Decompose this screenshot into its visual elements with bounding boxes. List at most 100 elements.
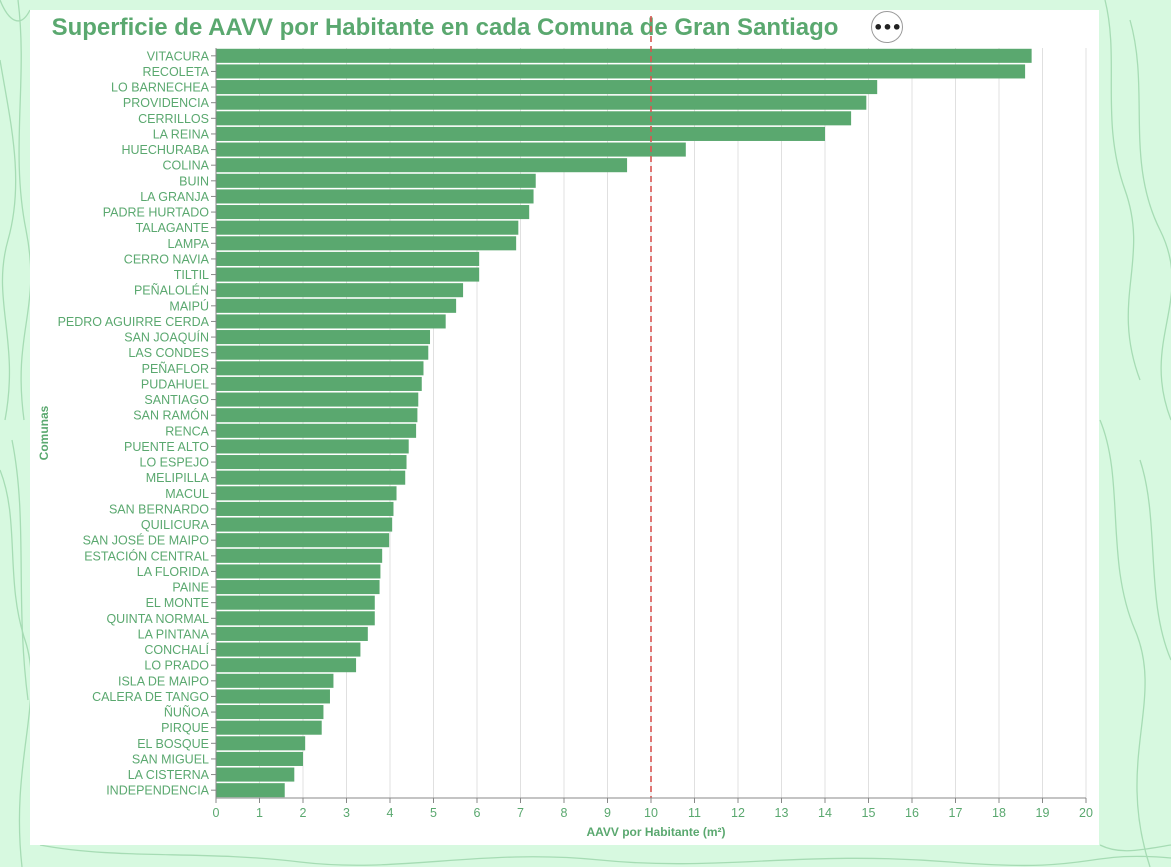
bar[interactable] — [216, 455, 407, 470]
y-tick-label: MELIPILLA — [146, 471, 210, 485]
bar[interactable] — [216, 298, 457, 313]
bar[interactable] — [216, 611, 375, 626]
x-axis: 0 1 2 3 4 5 6 7 8 9 10 11 12 13 14 15 16 17 18 19 20 — [213, 797, 1093, 820]
x-tick-label: 19 — [1036, 806, 1050, 820]
bar[interactable] — [216, 173, 536, 188]
bar[interactable] — [216, 705, 324, 720]
bar[interactable] — [216, 673, 334, 688]
y-tick-label: TALAGANTE — [136, 221, 209, 235]
bar[interactable] — [216, 548, 383, 563]
y-tick-label: PROVIDENCIA — [123, 96, 210, 110]
x-tick-label: 20 — [1079, 806, 1093, 820]
x-tick-label: 0 — [213, 806, 220, 820]
bar[interactable] — [216, 80, 878, 95]
x-tick-label: 4 — [387, 806, 394, 820]
y-tick-label: PAINE — [172, 581, 209, 595]
x-tick-label: 10 — [644, 806, 658, 820]
bar[interactable] — [216, 533, 390, 548]
y-tick-label: QUINTA NORMAL — [106, 612, 209, 626]
bar[interactable] — [216, 95, 867, 110]
y-tick-label: SAN RAMÓN — [133, 408, 209, 423]
bar-chart: Superficie de AAVV por Habitante en cada… — [37, 14, 1093, 839]
y-tick-label: CALERA DE TANGO — [92, 690, 209, 704]
bar[interactable] — [216, 423, 417, 438]
bar[interactable] — [216, 626, 368, 641]
bar[interactable] — [216, 314, 446, 329]
y-tick-label: COLINA — [162, 159, 209, 173]
bar[interactable] — [216, 564, 381, 579]
y-tick-label: RECOLETA — [143, 65, 210, 79]
bar[interactable] — [216, 501, 394, 516]
y-tick-label: LO PRADO — [144, 659, 209, 673]
bar[interactable] — [216, 580, 380, 595]
bar[interactable] — [216, 189, 534, 204]
y-tick-label: LA REINA — [153, 127, 210, 141]
bar[interactable] — [216, 48, 1032, 63]
bar[interactable] — [216, 736, 306, 751]
bar[interactable] — [216, 64, 1026, 79]
y-tick-label: ISLA DE MAIPO — [118, 674, 209, 688]
bar[interactable] — [216, 439, 409, 454]
x-tick-label: 16 — [905, 806, 919, 820]
bar[interactable] — [216, 767, 295, 782]
bar[interactable] — [216, 751, 303, 766]
y-tick-label: CERRO NAVIA — [124, 252, 210, 266]
y-tick-label: ESTACIÓN CENTRAL — [84, 548, 209, 563]
y-tick-label: SAN BERNARDO — [109, 502, 209, 516]
x-tick-label: 3 — [343, 806, 350, 820]
x-tick-label: 15 — [862, 806, 876, 820]
x-tick-label: 14 — [818, 806, 832, 820]
y-tick-label: PIRQUE — [161, 721, 209, 735]
y-tick-label: SAN JOAQUÍN — [124, 330, 209, 345]
bar[interactable] — [216, 111, 852, 126]
bar[interactable] — [216, 595, 375, 610]
bar[interactable] — [216, 126, 825, 141]
x-tick-label: 13 — [775, 806, 789, 820]
x-tick-label: 7 — [517, 806, 524, 820]
bar[interactable] — [216, 470, 406, 485]
x-tick-label: 12 — [731, 806, 745, 820]
bar[interactable] — [216, 330, 431, 345]
bar[interactable] — [216, 642, 361, 657]
bar[interactable] — [216, 392, 419, 407]
bar[interactable] — [216, 486, 397, 501]
bar[interactable] — [216, 345, 429, 360]
bar[interactable] — [216, 361, 424, 376]
y-tick-label: QUILICURA — [141, 518, 210, 532]
bar[interactable] — [216, 158, 628, 173]
bar[interactable] — [216, 720, 322, 735]
more-options-button[interactable]: ••• — [871, 11, 903, 43]
bar[interactable] — [216, 376, 422, 391]
bar[interactable] — [216, 517, 393, 532]
x-tick-label: 17 — [949, 806, 963, 820]
chart-title: Superficie de AAVV por Habitante en cada… — [52, 14, 839, 41]
bar[interactable] — [216, 205, 530, 220]
bar[interactable] — [216, 689, 330, 704]
bar[interactable] — [216, 142, 686, 157]
bar[interactable] — [216, 236, 517, 251]
y-tick-label: LAMPA — [168, 237, 210, 251]
bar[interactable] — [216, 283, 464, 298]
bar[interactable] — [216, 783, 285, 798]
bar[interactable] — [216, 251, 480, 266]
y-axis-title: Comunas — [37, 405, 51, 460]
y-tick-label: CERRILLOS — [138, 112, 209, 126]
x-tick-label: 1 — [256, 806, 263, 820]
bar[interactable] — [216, 220, 519, 235]
y-tick-label: SANTIAGO — [144, 393, 209, 407]
y-tick-label: PADRE HURTADO — [103, 206, 210, 220]
y-tick-label: MACUL — [165, 487, 209, 501]
bar[interactable] — [216, 408, 418, 423]
bar[interactable] — [216, 658, 357, 673]
x-tick-label: 2 — [300, 806, 307, 820]
y-tick-label: MAIPÚ — [169, 298, 209, 313]
y-tick-label: EL BOSQUE — [137, 737, 209, 751]
y-tick-label: ÑUÑOA — [164, 706, 210, 720]
x-tick-label: 5 — [430, 806, 437, 820]
y-tick-label: LAS CONDES — [128, 346, 209, 360]
bar[interactable] — [216, 267, 480, 282]
y-tick-label: PUDAHUEL — [141, 377, 209, 391]
y-tick-label: PEÑALOLÉN — [134, 283, 209, 298]
